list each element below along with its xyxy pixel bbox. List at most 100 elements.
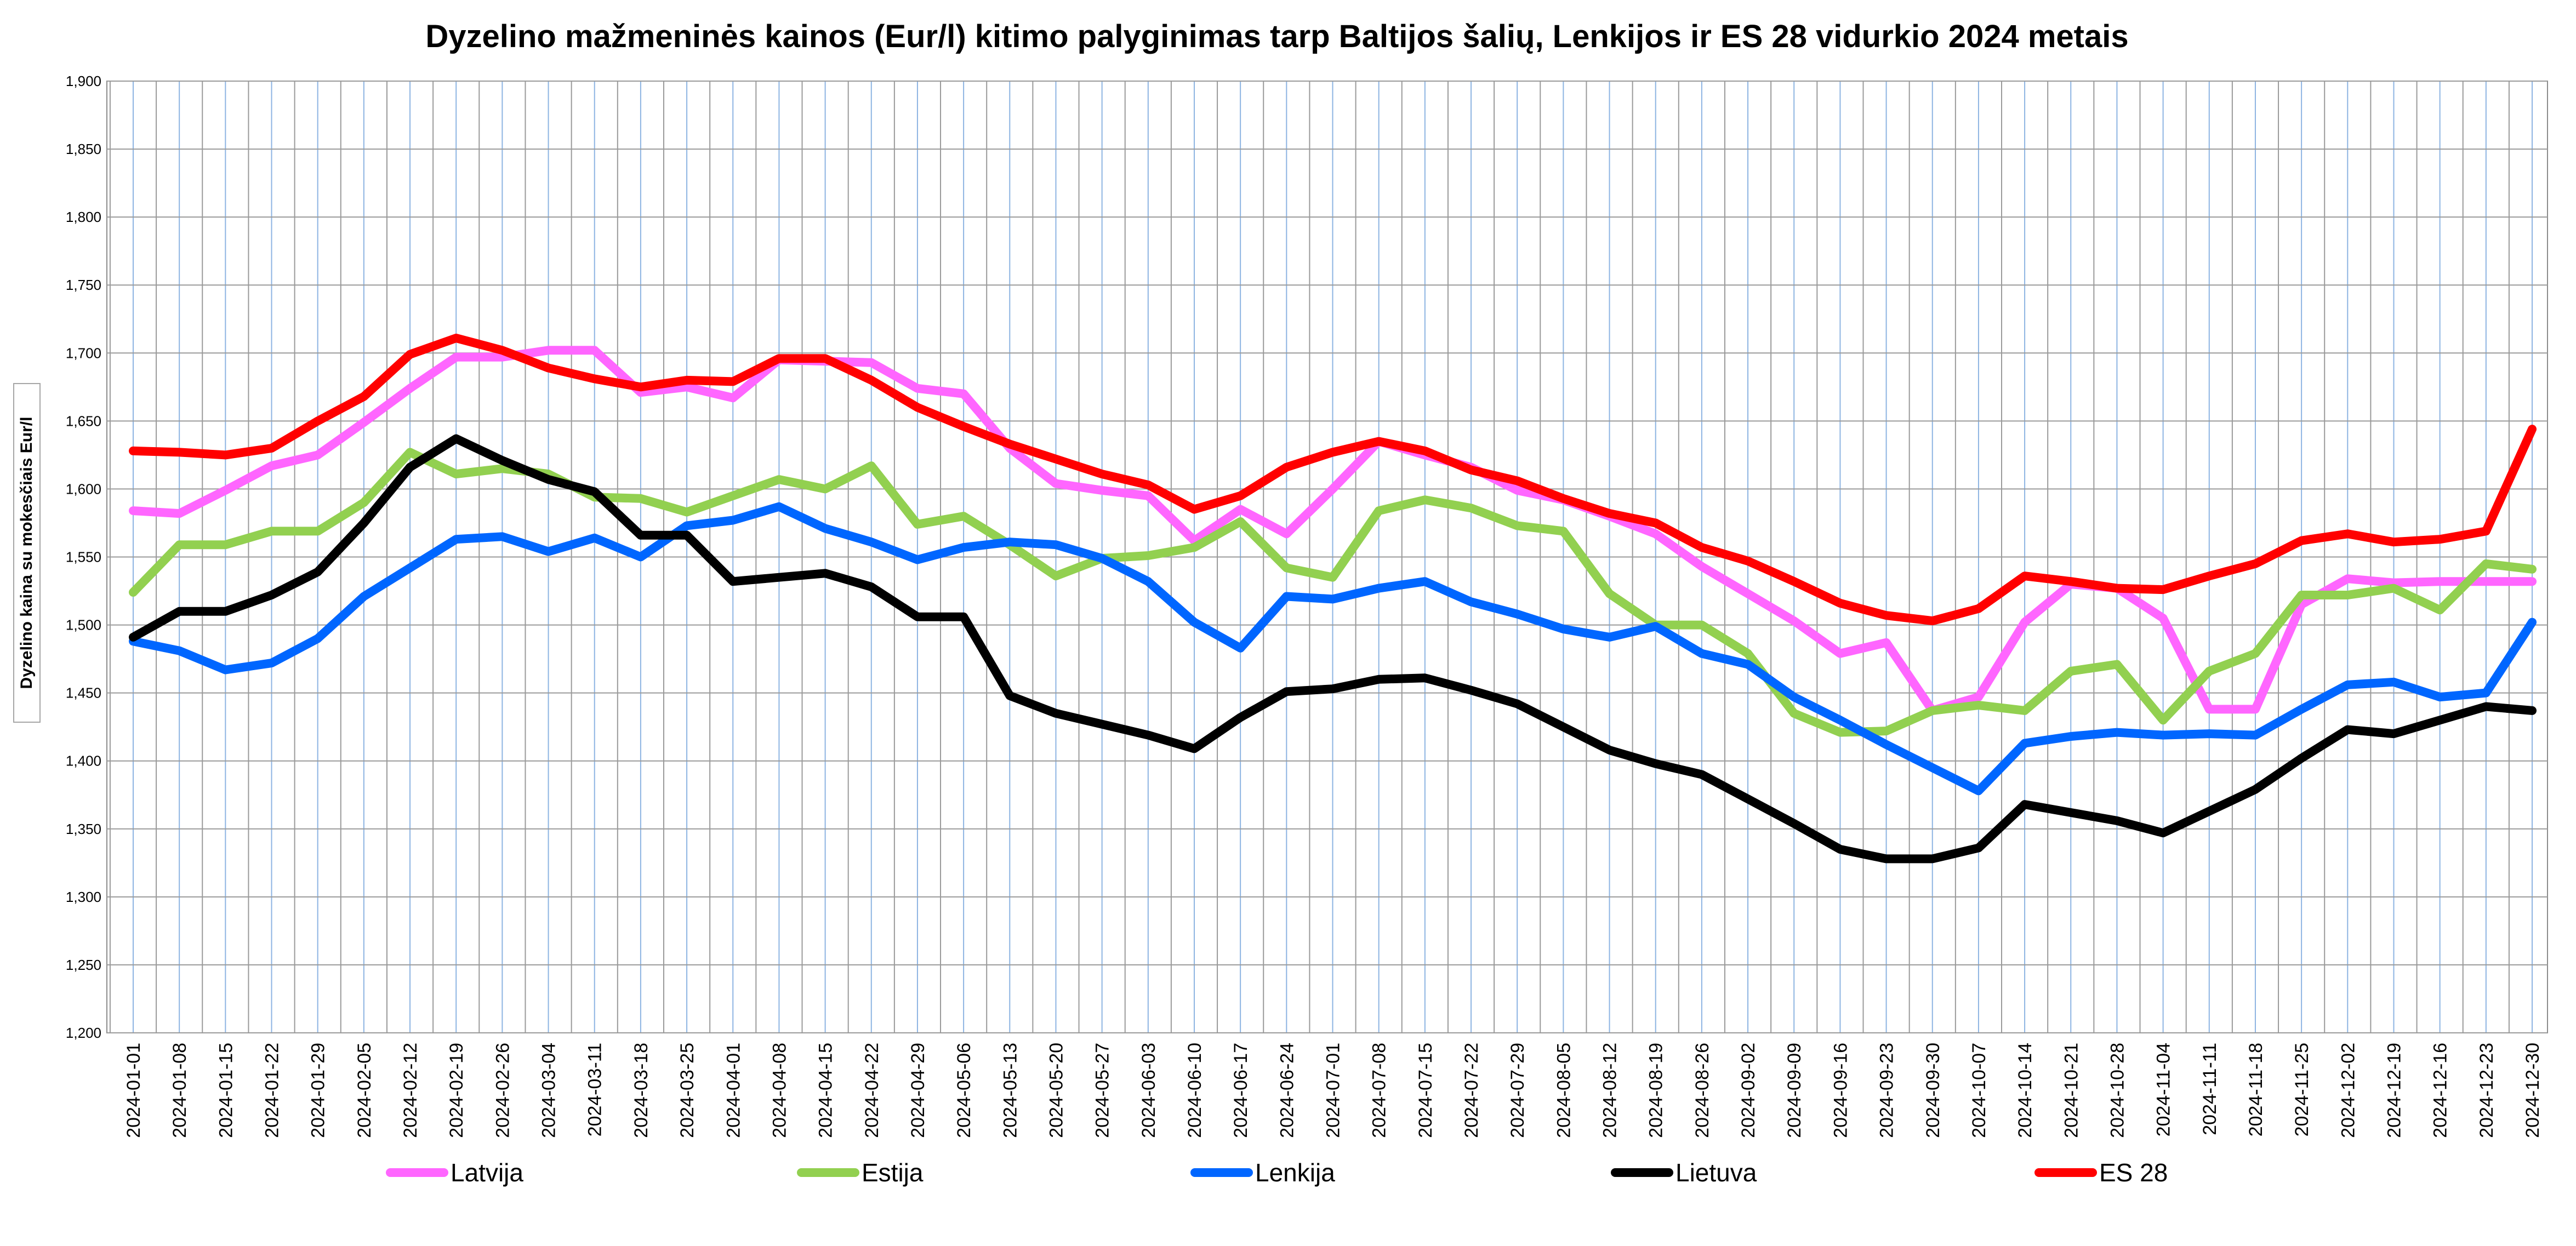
data-point-es-28 [683, 376, 691, 384]
data-point-lietuva [2113, 816, 2121, 825]
x-tick-label: 2024-02-12 [400, 1043, 421, 1138]
data-point-latvija [683, 383, 691, 391]
data-point-lietuva [2344, 725, 2352, 734]
data-point-es-28 [1467, 466, 1475, 474]
x-tick-label: 2024-06-24 [1276, 1043, 1297, 1138]
data-point-latvija [2021, 618, 2029, 626]
data-point-lenkija [729, 516, 737, 524]
data-point-latvija [960, 390, 968, 398]
x-tick-label: 2024-02-26 [492, 1043, 513, 1138]
x-tick-label: 2024-07-08 [1369, 1043, 1390, 1138]
data-point-es-28 [1098, 470, 1106, 478]
data-point-lietuva [2021, 801, 2029, 809]
legend-label-es-28: ES 28 [2099, 1158, 2168, 1187]
x-tick-label: 2024-07-01 [1323, 1043, 1344, 1138]
x-tick-label: 2024-04-01 [723, 1043, 744, 1138]
data-point-es-28 [729, 378, 737, 386]
data-point-es-28 [267, 444, 276, 452]
data-point-latvija [1790, 617, 1798, 625]
data-point-lietuva [360, 519, 368, 527]
data-point-lenkija [2251, 731, 2259, 739]
data-point-latvija [2205, 705, 2213, 713]
data-point-lietuva [452, 435, 460, 443]
data-point-estija [2482, 559, 2490, 568]
y-axis-label: Dyzelino kaina su mokesčiais Eur/l [18, 417, 36, 689]
data-point-lietuva [1006, 691, 1014, 700]
data-point-es-28 [1697, 544, 1706, 552]
data-point-latvija [2436, 578, 2444, 586]
data-point-lenkija [544, 547, 552, 556]
data-point-latvija [544, 346, 552, 355]
series-latvija [129, 346, 2537, 715]
data-point-latvija [867, 358, 875, 367]
x-tick-label: 2024-12-16 [2430, 1043, 2451, 1138]
data-point-es-28 [1375, 437, 1383, 445]
data-point-estija [2436, 606, 2444, 614]
y-tick-label: 1,800 [66, 209, 101, 225]
x-tick-label: 2024-10-28 [2107, 1043, 2128, 1138]
data-point-es-28 [821, 355, 829, 363]
data-point-es-28 [1928, 617, 1936, 625]
data-point-latvija [267, 462, 276, 470]
x-tick-label: 2024-10-14 [2015, 1043, 2036, 1138]
data-point-lietuva [544, 476, 552, 484]
axes: 1,200 1,250 1,300 1,350 1,400 1,450 1,500 1,550… [66, 73, 2543, 1138]
data-point-es-28 [775, 355, 783, 363]
legend: Latvija Estija Lenkija Lietuva ES 28 [386, 1158, 2168, 1187]
data-point-lenkija [2067, 733, 2075, 741]
data-point-estija [498, 465, 506, 473]
x-tick-label: 2024-09-30 [1923, 1043, 1944, 1138]
data-point-latvija [2344, 575, 2352, 583]
data-point-lietuva [2528, 706, 2536, 715]
data-point-lietuva [913, 613, 921, 621]
data-point-latvija [729, 394, 737, 402]
data-point-es-28 [1651, 519, 1660, 527]
data-point-estija [314, 527, 322, 535]
data-point-lenkija [867, 538, 875, 546]
data-point-latvija [1052, 479, 1060, 488]
x-tick-label: 2024-03-18 [631, 1043, 652, 1138]
data-point-es-28 [498, 346, 506, 355]
x-tick-label: 2024-09-23 [1877, 1043, 1897, 1138]
data-point-estija [1421, 496, 1429, 504]
data-point-lietuva [1605, 746, 1614, 754]
y-tick-label: 1,900 [66, 73, 101, 89]
data-point-estija [1836, 728, 1844, 736]
data-point-latvija [129, 507, 137, 515]
data-point-latvija [1882, 638, 1890, 647]
data-point-lenkija [2113, 728, 2121, 736]
data-point-es-28 [1974, 604, 1982, 613]
data-point-lietuva [1144, 731, 1152, 739]
data-point-es-28 [2436, 535, 2444, 544]
data-point-es-28 [2390, 538, 2398, 546]
data-point-lietuva [1836, 845, 1844, 854]
data-point-es-28 [314, 417, 322, 425]
data-point-estija [2251, 649, 2259, 658]
data-point-lietuva [1790, 819, 1798, 827]
data-point-lietuva [1559, 723, 1568, 731]
x-tick-label: 2024-07-15 [1415, 1043, 1436, 1138]
x-tick-label: 2024-01-22 [262, 1043, 283, 1138]
data-point-lenkija [1144, 578, 1152, 586]
data-point-lenkija [406, 564, 414, 572]
x-tick-label: 2024-09-16 [1830, 1043, 1851, 1138]
data-point-lietuva [867, 583, 875, 591]
data-point-estija [2021, 706, 2029, 715]
data-point-latvija [590, 346, 599, 355]
x-tick-label: 2024-05-20 [1046, 1043, 1067, 1138]
data-point-lietuva [729, 578, 737, 586]
data-point-estija [729, 491, 737, 500]
data-point-estija [1236, 517, 1245, 525]
data-point-es-28 [129, 447, 137, 455]
data-point-lietuva [1928, 855, 1936, 863]
data-point-estija [2067, 667, 2075, 675]
series-lietuva [129, 434, 2537, 864]
y-tick-label: 1,200 [66, 1025, 101, 1041]
y-tick-label: 1,600 [66, 481, 101, 497]
data-point-lietuva [2482, 702, 2490, 711]
data-point-lenkija [2159, 731, 2167, 739]
data-point-estija [1790, 709, 1798, 717]
legend-item-latvija: Latvija [386, 1158, 523, 1187]
data-point-lenkija [821, 524, 829, 533]
